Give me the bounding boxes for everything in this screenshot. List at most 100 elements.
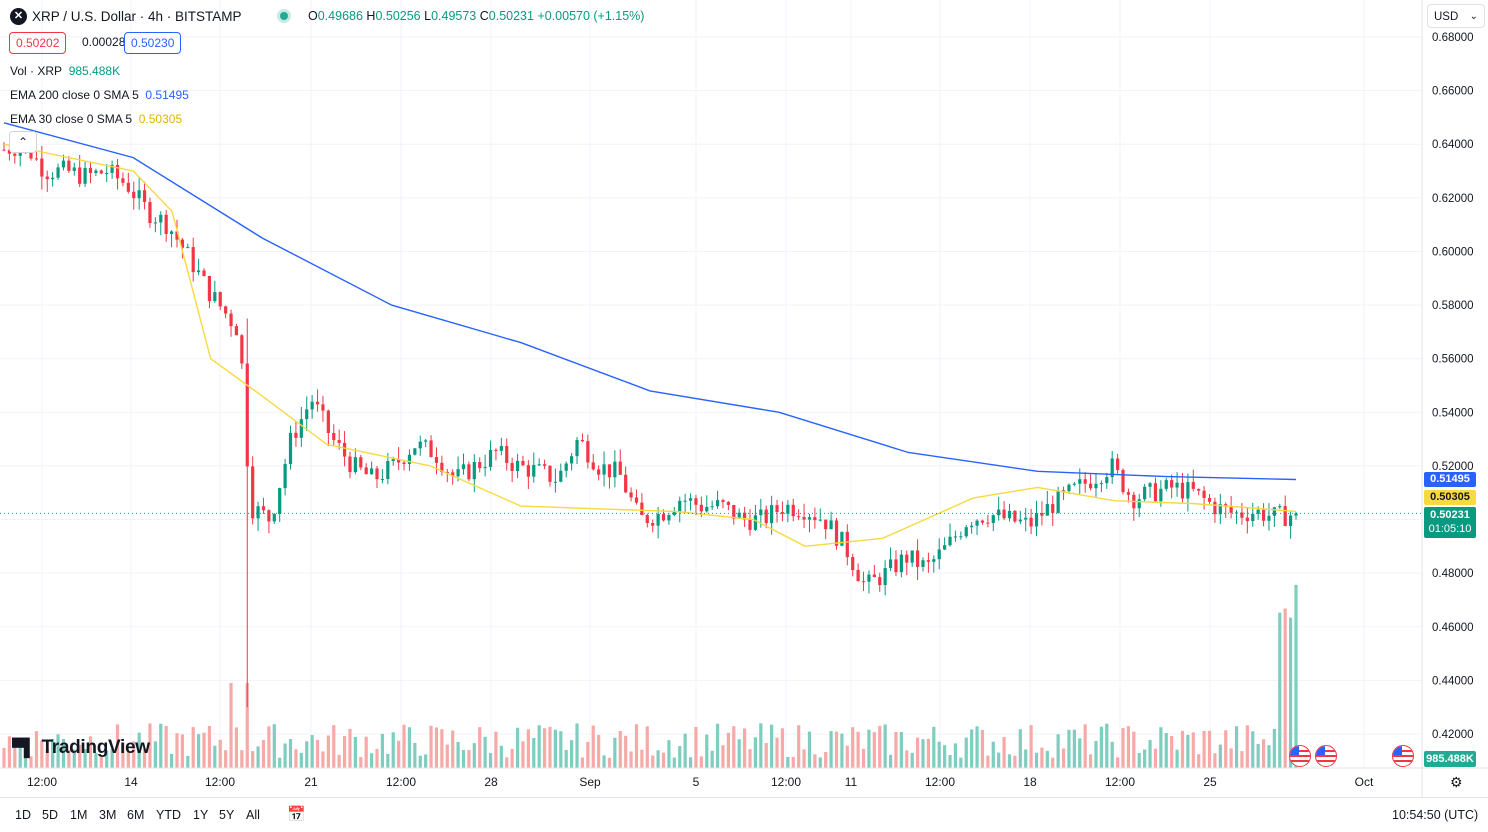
- candle-body: [878, 577, 882, 586]
- candle-body: [234, 326, 239, 336]
- volume-bar: [67, 749, 71, 768]
- volume-bar: [1229, 748, 1233, 768]
- legend-volume[interactable]: Vol · XRP 985.488K: [10, 64, 121, 78]
- volume-bar: [667, 740, 671, 768]
- candle-body: [499, 445, 503, 451]
- candle-body: [115, 164, 120, 179]
- candle-body: [959, 536, 963, 538]
- volume-bar: [753, 737, 758, 768]
- volume-bar: [283, 743, 287, 768]
- volume-bar: [672, 757, 676, 768]
- candle-body: [678, 500, 682, 512]
- market-status-icon[interactable]: [280, 12, 288, 20]
- volume-bar: [1283, 608, 1287, 768]
- us-flag-icon[interactable]: [1315, 745, 1337, 767]
- price-chart[interactable]: 0.68000 0.66000 0.64000 0.62000 0.60000 0.580…: [0, 0, 1488, 797]
- legend-ema30[interactable]: EMA 30 close 0 SMA 5 0.50305: [10, 112, 183, 126]
- volume-bar: [115, 724, 120, 768]
- x-tick-label: 12:00: [1105, 775, 1135, 789]
- volume-bar: [629, 751, 633, 768]
- legend-ema200[interactable]: EMA 200 close 0 SMA 5 0.51495: [10, 88, 189, 102]
- candle-body: [743, 512, 747, 520]
- clock-readout[interactable]: 10:54:50 (UTC): [1392, 808, 1479, 822]
- candle-body: [1126, 492, 1131, 495]
- candle-body: [126, 182, 130, 192]
- volume-bar: [510, 748, 514, 768]
- candle-body: [532, 464, 536, 477]
- volume-bar: [229, 683, 233, 768]
- volume-bar: [1137, 752, 1141, 768]
- volume-bar: [251, 751, 255, 768]
- volume-bar: [197, 734, 201, 768]
- volume-bar: [1202, 730, 1206, 768]
- calendar-icon[interactable]: 📅: [287, 806, 306, 823]
- us-flag-icon[interactable]: [1392, 745, 1414, 767]
- volume-bar: [851, 727, 855, 768]
- range-button-3m[interactable]: 3M: [99, 808, 117, 822]
- candle-body: [1040, 512, 1044, 516]
- range-button-6m[interactable]: 6M: [127, 808, 145, 822]
- range-button-5d[interactable]: 5D: [42, 808, 58, 822]
- collapse-legend-icon[interactable]: ⌃: [9, 131, 37, 153]
- range-button-1m[interactable]: 1M: [70, 808, 88, 822]
- candle-body: [797, 516, 801, 518]
- tradingview-logo[interactable]: ▀▌ TradingView: [12, 737, 150, 758]
- candle-body: [834, 520, 839, 546]
- volume-bar: [780, 728, 785, 768]
- volume-bar: [7, 736, 12, 768]
- volume-bar: [943, 745, 947, 768]
- volume-bar: [656, 750, 660, 768]
- volume-bar: [429, 725, 433, 768]
- volume-bar: [607, 757, 612, 768]
- spread-value: 0.00028: [82, 35, 126, 49]
- candle-body: [1218, 504, 1222, 515]
- candle-body: [148, 202, 152, 224]
- volume-bar: [402, 724, 406, 768]
- range-button-5y[interactable]: 5Y: [219, 808, 235, 822]
- candle-body: [418, 441, 422, 449]
- volume-bars: [2, 584, 1298, 768]
- us-flag-icon[interactable]: [1289, 745, 1311, 767]
- candle-body: [332, 432, 336, 441]
- volume-bar: [407, 727, 412, 768]
- candle-body: [186, 247, 190, 249]
- y-tick-label: 0.42000: [1432, 729, 1474, 741]
- candle-body: [169, 231, 174, 234]
- candle-body: [494, 449, 498, 451]
- volume-bar: [537, 725, 541, 768]
- candle-body: [829, 520, 833, 530]
- range-button-1y[interactable]: 1Y: [193, 808, 209, 822]
- candle-body: [488, 449, 493, 468]
- range-button-1d[interactable]: 1D: [15, 808, 31, 822]
- volume-bar: [137, 732, 141, 768]
- volume-bar: [1294, 584, 1298, 768]
- volume-bar: [483, 736, 487, 768]
- chevron-down-icon: ⌄: [1469, 11, 1478, 22]
- volume-bar: [710, 750, 714, 768]
- volume-bar: [818, 757, 822, 768]
- candle-body: [1197, 488, 1201, 491]
- volume-bar: [1159, 727, 1163, 768]
- volume-bar: [883, 724, 887, 768]
- range-button-ytd[interactable]: YTD: [156, 808, 181, 822]
- volume-bar: [1056, 734, 1060, 768]
- chart-title[interactable]: XRP / U.S. Dollar · 4h · BITSTAMP: [32, 9, 242, 24]
- volume-bar: [440, 729, 444, 768]
- currency-select[interactable]: USD ⌄: [1427, 4, 1485, 28]
- candle-body: [467, 464, 471, 480]
- volume-bar: [1099, 726, 1103, 768]
- volume-bar: [132, 741, 136, 768]
- range-button-all[interactable]: All: [246, 808, 260, 822]
- volume-bar: [732, 726, 736, 768]
- candle-body: [910, 550, 914, 563]
- candle-body: [310, 401, 314, 410]
- sell-button[interactable]: 0.50202: [9, 32, 67, 54]
- candle-body: [542, 464, 547, 466]
- volume-bar: [597, 734, 601, 768]
- volume-bar: [1143, 749, 1147, 768]
- y-tick-label: 0.52000: [1432, 461, 1474, 473]
- ema200-price-label: 0.51495: [1424, 472, 1476, 487]
- candle-body: [1251, 513, 1255, 522]
- buy-button[interactable]: 0.50230: [124, 32, 182, 54]
- gear-icon[interactable]: ⚙: [1450, 774, 1463, 790]
